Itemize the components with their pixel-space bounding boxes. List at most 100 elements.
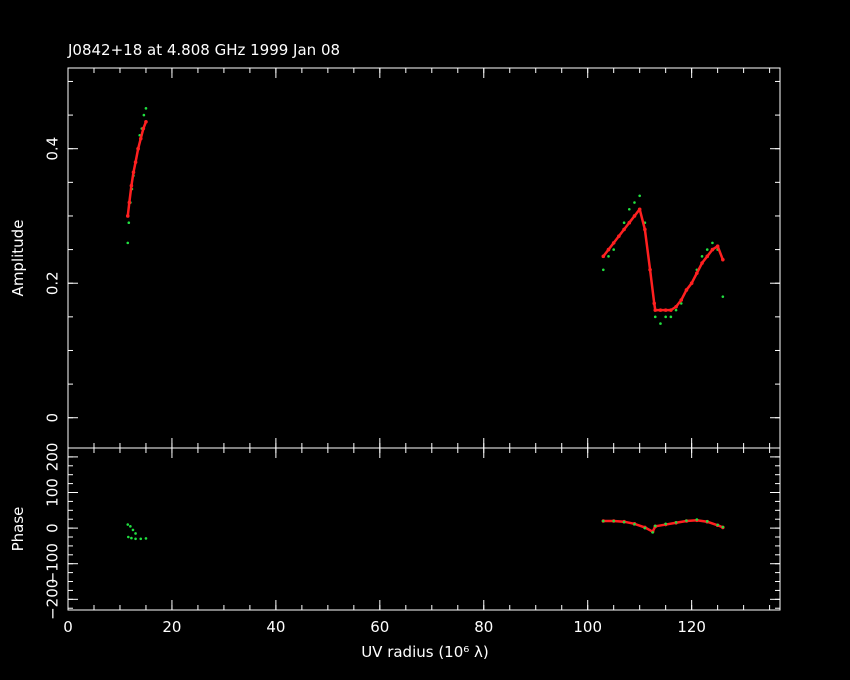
phase-data-point (695, 518, 699, 521)
amplitude-model-point (643, 227, 647, 232)
amplitude-data-point (601, 268, 605, 272)
amplitude-model-point (144, 120, 148, 124)
amplitude-model-point (679, 298, 684, 302)
amplitude-model-point (622, 227, 626, 232)
amplitude-model-point (141, 126, 146, 131)
amplitude-panel: 0 0.2 0.4 Amplitude (9, 67, 781, 449)
amplitude-marks (125, 107, 725, 325)
amplitude-model-point (136, 146, 140, 151)
x-tick-label: 20 (162, 618, 181, 636)
amplitude-data-point (142, 113, 146, 117)
amplitude-model-point (658, 308, 663, 312)
amplitude-data-point (674, 308, 678, 312)
amplitude-data-point (622, 221, 626, 224)
phase-model-line (603, 519, 724, 533)
amplitude-data-point (700, 255, 704, 258)
amplitude-model-point (133, 160, 138, 164)
amplitude-data-point (607, 255, 610, 258)
amplitude-ticks: 0 0.2 0.4 (43, 68, 780, 448)
amplitude-data-point (669, 315, 673, 319)
amplitude-frame (67, 67, 781, 449)
amplitude-model-point (611, 241, 616, 245)
amplitude-data-point (126, 241, 130, 245)
amplitude-model-point (710, 247, 715, 252)
phase-data-point (674, 521, 678, 524)
amplitude-model-point (700, 261, 704, 265)
phase-data-point (130, 536, 133, 540)
amplitude-model-point (129, 183, 134, 188)
amplitude-model-point (127, 200, 132, 205)
x-tick-label: 60 (370, 618, 389, 636)
phase-y-tick-label: −100 (43, 543, 61, 584)
amplitude-model-point (715, 244, 720, 249)
x-tick-label: 80 (474, 618, 493, 636)
amplitude-data-point (638, 194, 641, 198)
phase-data-point (716, 523, 719, 527)
phase-y-tick-label: 0 (43, 523, 61, 533)
amplitude-model-point (721, 257, 725, 262)
phase-data-point (705, 520, 709, 523)
amplitude-model-point (125, 214, 130, 218)
phase-y-tick-label: 100 (43, 478, 61, 507)
phase-data-point (601, 519, 605, 523)
amplitude-model-line (602, 207, 724, 312)
amplitude-data-point (721, 295, 725, 298)
phase-data-point (633, 522, 636, 526)
phase-data-point (134, 537, 137, 541)
phase-data-point (651, 531, 654, 534)
phase-data-point (134, 532, 137, 535)
amplitude-data-point (127, 221, 131, 224)
phase-data-point (653, 524, 657, 528)
phase-axis-label: Phase (9, 507, 27, 552)
amplitude-y-tick-label: 0.2 (43, 271, 61, 295)
amplitude-data-point (633, 201, 636, 204)
x-tick-label: 40 (266, 618, 285, 636)
phase-data-point (126, 523, 130, 526)
phase-ticks: −200−100 0 100 200 0 20 40 60 80 100 120 (43, 443, 780, 636)
amplitude-model-point (653, 308, 658, 312)
phase-data-point (129, 525, 132, 528)
phase-data-point (126, 535, 130, 539)
amplitude-data-point (627, 207, 631, 211)
phase-frame (67, 447, 781, 611)
amplitude-model-point (606, 247, 611, 252)
phase-data-point (144, 537, 148, 540)
phase-data-point (685, 519, 688, 522)
phase-y-tick-label: 200 (43, 443, 61, 472)
phase-panel: −200−100 0 100 200 0 20 40 60 80 100 120 Phase (9, 443, 781, 636)
amplitude-model-point (138, 136, 143, 141)
amplitude-model-point (617, 234, 621, 238)
amplitude-model-point (689, 281, 694, 286)
x-tick-label: 100 (573, 618, 602, 636)
amplitude-model-point (674, 304, 678, 309)
chart-title: J0842+18 at 4.808 GHz 1999 Jan 08 (68, 41, 341, 59)
amplitude-model-point (648, 267, 652, 272)
amplitude-data-point (705, 248, 709, 251)
amplitude-model-point (684, 288, 689, 292)
phase-data-point (139, 537, 143, 541)
amplitude-model-point (131, 170, 136, 175)
amplitude-model-point (632, 214, 637, 218)
amplitude-data-point (711, 241, 714, 245)
amplitude-model-point (669, 308, 673, 312)
x-tick-label: 0 (63, 618, 73, 636)
x-axis-label: UV radius (10⁶ λ) (361, 643, 489, 661)
phase-y-tick-label: −200 (43, 579, 61, 620)
amplitude-data-point (612, 248, 615, 251)
amplitude-data-point (653, 315, 657, 319)
amplitude-y-tick-label: 0.4 (43, 137, 61, 161)
phase-data-point (664, 522, 667, 526)
phase-data-point (643, 526, 647, 530)
amplitude-model-point (652, 301, 657, 306)
amplitude-y-tick-label: 0 (43, 413, 61, 423)
amplitude-model-point (627, 220, 632, 225)
amplitude-model-point (695, 271, 699, 275)
amplitude-data-point (659, 322, 662, 325)
phase-data-point (131, 528, 135, 532)
x-tick-label: 120 (677, 618, 706, 636)
phase-marks (126, 518, 725, 541)
amplitude-model-point (637, 207, 642, 212)
amplitude-data-point (664, 315, 667, 319)
amplitude-axis-label: Amplitude (9, 220, 27, 297)
